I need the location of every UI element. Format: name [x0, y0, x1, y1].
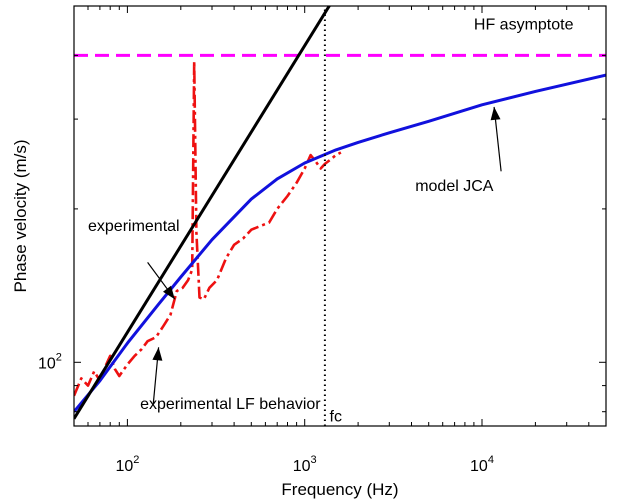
arrow-head — [490, 106, 501, 121]
annotation-layer: HF asymptote model JCA experimental experim… — [88, 16, 574, 425]
y-tick-label: 102 — [38, 351, 62, 372]
tick-layer: 102 103 104 102 — [38, 5, 607, 475]
x-tick-label: 104 — [470, 454, 494, 475]
annotation-fc: fc — [330, 409, 342, 426]
series-model-jca — [74, 73, 606, 413]
plot-frame — [73, 5, 607, 427]
series-experimental-lf-behavior — [74, 6, 331, 420]
annotation-experimental-lf-behavior: experimental LF behavior — [140, 396, 321, 413]
series-experimental — [74, 59, 342, 397]
annotation-experimental: experimental — [88, 218, 180, 235]
x-axis-title: Frequency (Hz) — [281, 480, 398, 499]
arrow-head — [152, 347, 163, 361]
annotation-hf-asymptote: HF asymptote — [474, 16, 574, 33]
arrow-head — [163, 285, 175, 300]
y-axis-title: Phase velocity (m/s) — [11, 139, 30, 292]
x-tick-label: 102 — [115, 454, 139, 475]
arrow-layer — [147, 106, 502, 404]
series-layer — [74, 6, 606, 426]
x-tick-label: 103 — [293, 454, 317, 475]
annotation-model-jca: model JCA — [415, 178, 494, 195]
